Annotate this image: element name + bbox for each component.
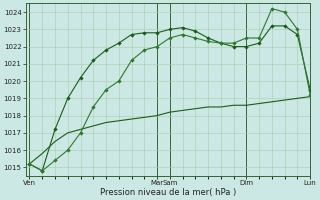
X-axis label: Pression niveau de la mer( hPa ): Pression niveau de la mer( hPa ): [100, 188, 236, 197]
